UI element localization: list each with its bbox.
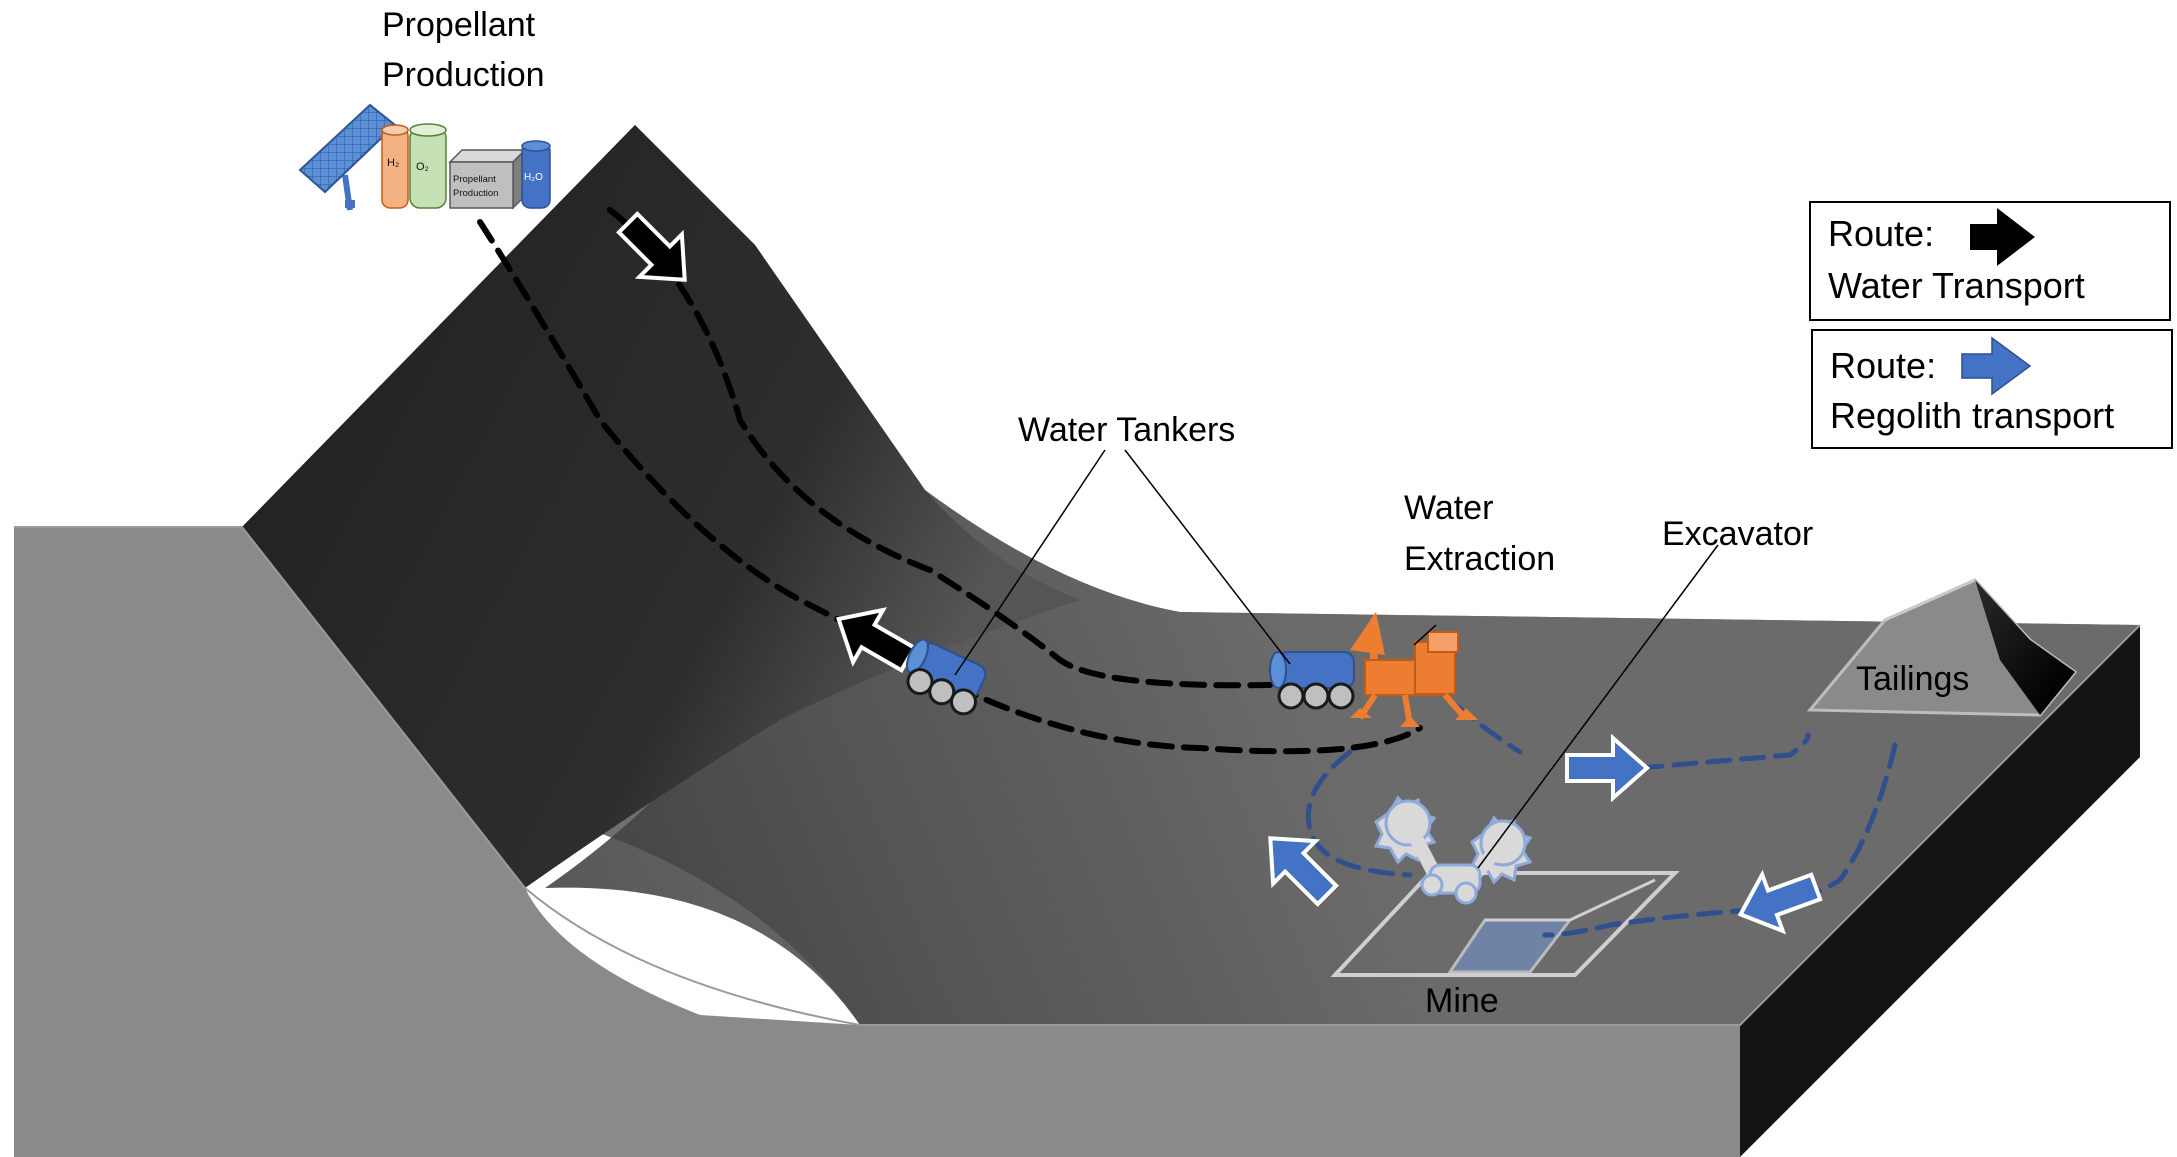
box-label-line1: Propellant [453,174,496,185]
legend-item-water-transport: Route: Water Transport [1809,201,2171,321]
h2o-label: H₂O [524,172,543,183]
o2-label: O₂ [416,161,429,173]
propellant-production-label-line1: Propellant [382,6,536,44]
water-arrow-up [836,607,918,673]
legend-regolith-transport-desc: Regolith transport [1830,395,2114,436]
tailings-label: Tailings [1856,660,1969,698]
terrain-front-face [14,527,1740,1157]
regolith-arrow-right [1565,733,1651,803]
legend-water-transport-desc: Water Transport [1828,265,2085,306]
legend-route-label: Route: [1830,345,1936,386]
water-arrow-down [616,211,687,282]
propellant-facility: H₂ O₂ Propellant Production H₂O [298,103,551,211]
mine-pit [1330,871,1680,977]
mine-label: Mine [1425,982,1499,1020]
propellant-production-label-line2: Production [382,56,545,94]
propellant-production-box: Propellant Production [448,148,527,210]
o2-tank: O₂ [409,123,447,209]
water-extraction-machine [1350,612,1478,727]
h2o-tank: H₂O [521,140,551,209]
water-tanker-left [905,638,987,716]
legend-regolith-arrow [1961,336,2032,396]
leader-lines [954,449,1719,869]
dark-slope [242,125,1080,888]
water-tankers-label: Water Tankers [1018,411,1235,449]
water-tanker-right [1269,651,1355,710]
water-extraction-label-line2: Extraction [1404,540,1555,578]
legend-route-label: Route: [1828,213,1934,254]
terrain-right-face [1740,625,2140,1157]
legend-water-arrow [1970,208,2035,266]
legend: Route: Water Transport Route: Regolith t… [1809,201,2173,449]
box-label-line2: Production [453,188,498,199]
regolith-arrow-up-left [1268,836,1339,907]
regolith-arrow-down-left [1737,869,1823,935]
water-extraction-label-line1: Water [1404,489,1493,527]
excavator-machine [1373,795,1533,905]
h2-tank: H₂ [381,124,409,209]
excavator-label: Excavator [1662,515,1813,553]
tailings-pile [1806,578,2078,717]
solar-panel [298,103,397,211]
h2-label: H₂ [387,157,399,169]
legend-item-regolith-transport: Route: Regolith transport [1811,329,2173,449]
